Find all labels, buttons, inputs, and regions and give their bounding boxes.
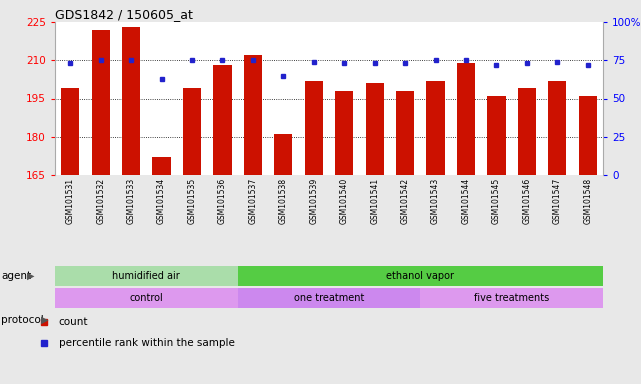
Bar	[518, 88, 536, 175]
Text: one treatment: one treatment	[294, 293, 364, 303]
Bar	[55, 288, 238, 308]
Bar	[365, 83, 384, 175]
Bar	[548, 81, 567, 175]
Bar	[457, 63, 475, 175]
Text: GDS1842 / 150605_at: GDS1842 / 150605_at	[55, 8, 193, 21]
Bar	[579, 96, 597, 175]
Text: ▶: ▶	[27, 271, 35, 281]
Text: humidified air: humidified air	[112, 271, 180, 281]
Bar	[426, 81, 445, 175]
Text: five treatments: five treatments	[474, 293, 549, 303]
Bar	[61, 88, 79, 175]
Bar	[335, 91, 353, 175]
Bar	[244, 55, 262, 175]
Bar	[92, 30, 110, 175]
Text: ▶: ▶	[40, 315, 48, 325]
Bar	[238, 288, 420, 308]
Text: agent: agent	[1, 271, 31, 281]
Text: percentile rank within the sample: percentile rank within the sample	[59, 338, 235, 348]
Text: control: control	[129, 293, 163, 303]
Bar	[122, 27, 140, 175]
Bar	[304, 81, 323, 175]
Bar	[396, 91, 414, 175]
Bar	[153, 157, 171, 175]
Bar	[274, 134, 292, 175]
Text: count: count	[59, 318, 88, 328]
Bar	[238, 266, 603, 286]
Text: protocol: protocol	[1, 315, 44, 325]
Text: ethanol vapor: ethanol vapor	[387, 271, 454, 281]
Bar	[487, 96, 506, 175]
Bar	[213, 65, 231, 175]
Bar	[183, 88, 201, 175]
Bar	[55, 266, 238, 286]
Bar	[420, 288, 603, 308]
